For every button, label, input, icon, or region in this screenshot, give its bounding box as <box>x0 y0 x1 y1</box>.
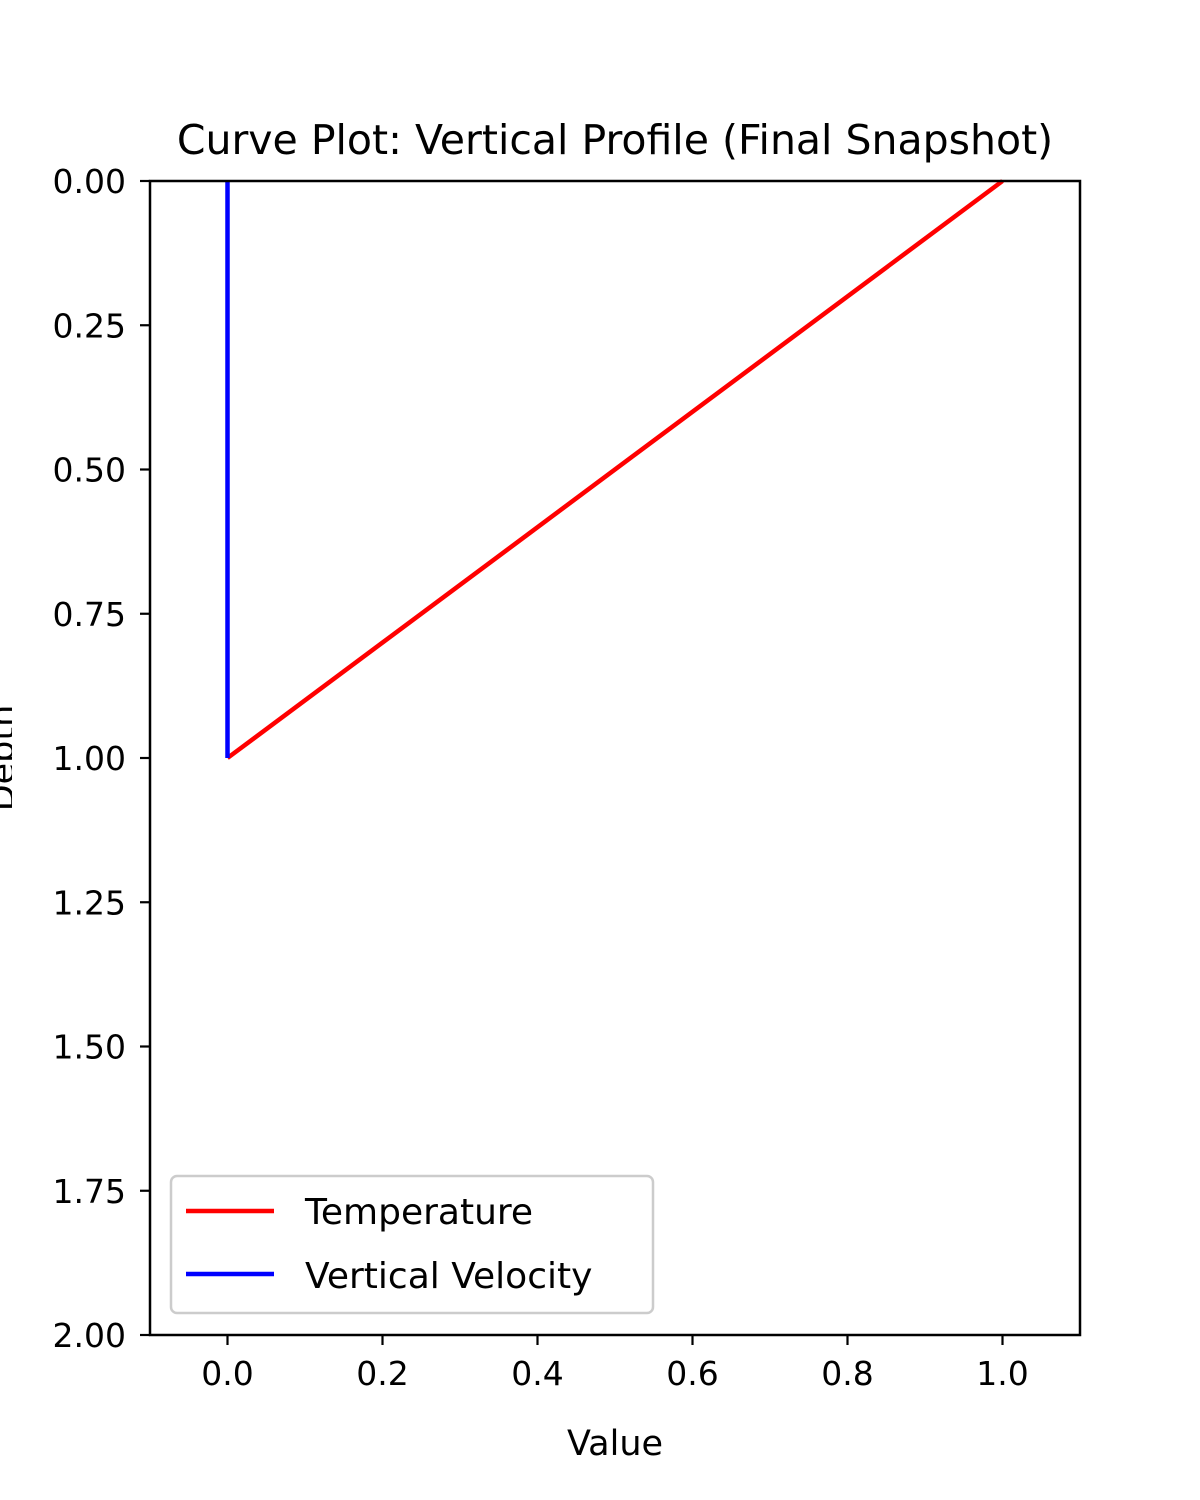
x-axis: 0.0 0.2 0.4 0.6 0.8 1.0 <box>201 1335 1029 1393</box>
x-axis-label: Value <box>567 1424 663 1464</box>
y-axis: 0.00 0.25 0.50 0.75 1.00 1.25 1.50 1.75 2.00 <box>53 162 150 1355</box>
legend-box <box>169 1174 655 1315</box>
legend-label-vertical-velocity: Vertical Velocity <box>305 1256 592 1297</box>
x-tick-label: 0.8 <box>821 1354 873 1393</box>
legend-label-temperature: Temperature <box>304 1192 533 1233</box>
y-tick-label: 0.75 <box>53 595 126 634</box>
y-tick-label: 0.00 <box>53 162 126 201</box>
y-tick-label: 1.25 <box>53 883 126 922</box>
y-axis-label: Depth <box>0 705 23 812</box>
x-tick-label: 0.4 <box>511 1354 563 1393</box>
x-tick-label: 1.0 <box>976 1354 1028 1393</box>
chart-title: Curve Plot: Vertical Profile (Final Snap… <box>177 116 1053 164</box>
y-tick-label: 1.50 <box>53 1028 126 1067</box>
series-layer <box>225 179 1004 760</box>
series-line-temperature <box>226 179 1004 760</box>
y-tick-label: 2.00 <box>53 1316 126 1355</box>
x-tick-label: 0.2 <box>356 1354 408 1393</box>
y-tick-label: 1.00 <box>53 739 126 778</box>
legend: Temperature Vertical Velocity <box>169 1174 655 1315</box>
x-tick-label: 0.0 <box>201 1354 253 1393</box>
x-tick-label: 0.6 <box>666 1354 718 1393</box>
y-tick-label: 1.75 <box>53 1172 126 1211</box>
y-tick-label: 0.25 <box>53 306 126 345</box>
y-tick-label: 0.50 <box>53 451 126 490</box>
